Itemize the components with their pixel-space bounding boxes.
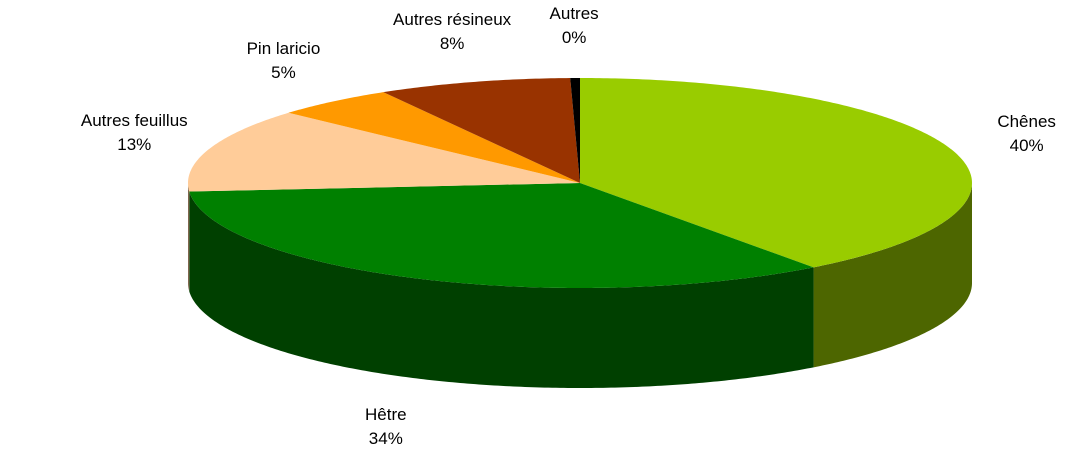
slice-value: 0% bbox=[562, 28, 587, 47]
slice-value: 8% bbox=[440, 34, 465, 53]
pie-slice bbox=[288, 92, 580, 183]
slice-label: Autres bbox=[550, 4, 599, 23]
pie-slice bbox=[189, 183, 814, 288]
slice-label: Autres feuillus bbox=[81, 111, 188, 130]
slice-value: 34% bbox=[369, 429, 403, 448]
slice-label: Chênes bbox=[997, 112, 1056, 131]
pie-slice bbox=[580, 78, 972, 268]
pie-slice bbox=[383, 78, 580, 183]
slice-value: 40% bbox=[1010, 136, 1044, 155]
pie-slice bbox=[570, 78, 580, 183]
pie-slice bbox=[188, 112, 580, 192]
slice-value: 13% bbox=[117, 135, 151, 154]
pie-side bbox=[189, 191, 814, 388]
pie-side bbox=[813, 183, 972, 368]
slice-label: Hêtre bbox=[365, 405, 407, 424]
slice-label: Pin laricio bbox=[247, 39, 321, 58]
slice-label: Autres résineux bbox=[393, 10, 512, 29]
pie-side bbox=[188, 183, 190, 292]
slice-value: 5% bbox=[271, 63, 296, 82]
